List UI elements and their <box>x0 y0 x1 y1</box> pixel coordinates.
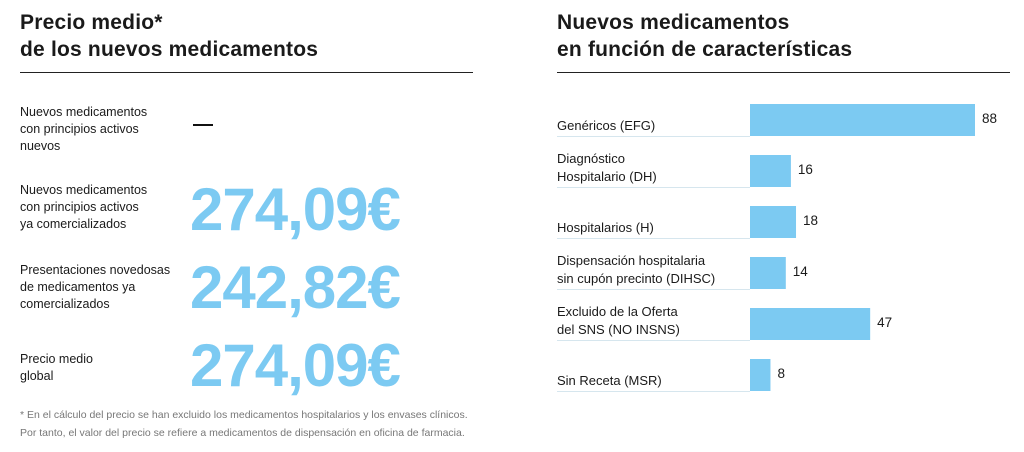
category-label: Sin Receta (MSR) <box>557 373 662 388</box>
row-label-new-active: Nuevos medicamentos con principios activ… <box>20 104 190 155</box>
no-value-dash <box>193 124 213 126</box>
chart-title: Nuevos medicamentos en función de caract… <box>557 9 852 63</box>
bar-value-label: 18 <box>803 213 818 228</box>
bar-value-label: 88 <box>982 111 997 126</box>
label-line: Nuevos medicamentos <box>20 183 148 197</box>
category-label: sin cupón precinto (DIHSC) <box>557 271 715 286</box>
category-label: Hospitalarios (H) <box>557 220 654 235</box>
footnote-line: Por tanto, el valor del precio se refier… <box>20 427 465 439</box>
bar <box>750 155 791 187</box>
bar <box>750 257 786 289</box>
bar-value-label: 16 <box>798 162 813 177</box>
price-existing-active: 274,09€ <box>190 176 401 243</box>
chart-title-line: Nuevos medicamentos <box>557 11 790 34</box>
category-label: Dispensación hospitalaria <box>557 253 706 268</box>
left-title-line: Precio medio* <box>20 11 163 34</box>
label-line: de medicamentos ya <box>20 280 136 294</box>
right-divider <box>557 72 1010 73</box>
category-label: Diagnóstico <box>557 151 625 166</box>
label-line: Presentaciones novedosas <box>20 263 171 277</box>
label-line: con principios activos <box>20 122 139 136</box>
bar-value-label: 14 <box>793 264 809 279</box>
label-line: comercializados <box>20 297 110 311</box>
label-line: nuevos <box>20 139 61 153</box>
price-global: 274,09€ <box>190 332 401 399</box>
category-label: Hospitalario (DH) <box>557 169 657 184</box>
label-line: Precio medio <box>20 352 93 366</box>
row-label-novel-presentations: Presentaciones novedosas de medicamentos… <box>20 262 190 313</box>
bar <box>750 308 871 340</box>
label-line: global <box>20 369 54 383</box>
bar-value-label: 8 <box>777 366 785 381</box>
bar <box>750 206 797 238</box>
price-novel-presentations: 242,82€ <box>190 254 401 321</box>
left-divider <box>20 72 473 73</box>
category-label: Genéricos (EFG) <box>557 118 655 133</box>
footnote-line: * En el cálculo del precio se han exclui… <box>20 409 468 421</box>
left-title-line: de los nuevos medicamentos <box>20 38 319 61</box>
category-label: Excluido de la Oferta <box>557 304 678 319</box>
left-title: Precio medio* de los nuevos medicamentos <box>20 9 318 63</box>
bar-value-label: 47 <box>877 315 892 330</box>
label-line: con principios activos <box>20 200 139 214</box>
row-label-existing-active: Nuevos medicamentos con principios activ… <box>20 182 190 233</box>
chart-title-line: en función de características <box>557 38 853 61</box>
bar <box>750 359 771 391</box>
footnote: * En el cálculo del precio se han exclui… <box>20 406 468 442</box>
label-line: ya comercializados <box>20 217 127 231</box>
label-line: Nuevos medicamentos <box>20 105 148 119</box>
row-label-global: Precio medio global <box>20 351 190 385</box>
category-label: del SNS (NO INSNS) <box>557 322 680 337</box>
bar <box>750 104 975 136</box>
